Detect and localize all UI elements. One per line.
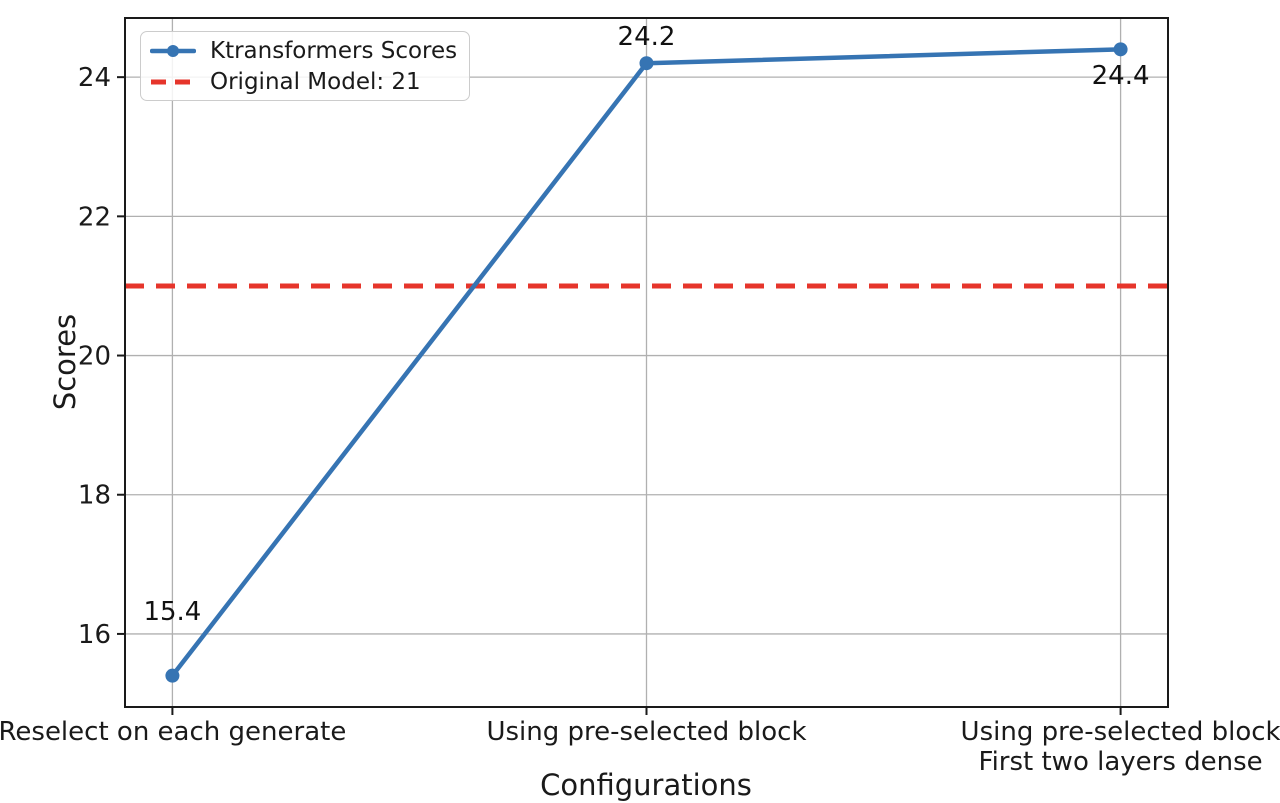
data-label: 15.4 [143,596,202,627]
legend: Ktransformers Scores Original Model: 21 [140,31,471,101]
y-tick-label: 24 [78,63,111,93]
x-tick-label: Using pre-selected block [486,717,806,747]
line-marker-icon [150,44,196,57]
data-point [165,668,180,683]
y-tick-label: 20 [78,342,111,372]
x-axis-label: Configurations [540,768,752,802]
data-point [639,56,654,71]
legend-item-series: Ktransformers Scores [150,36,457,65]
x-tick-label: Reselect on each generate [0,717,346,747]
data-point [1113,42,1128,57]
legend-item-reference: Original Model: 21 [150,67,457,96]
x-tick-label: Using pre-selected block First two layers… [961,717,1280,777]
dashed-line-icon [151,79,195,84]
legend-label-series: Ktransformers Scores [210,37,458,64]
data-label: 24.2 [617,22,676,53]
data-label: 24.4 [1091,61,1150,92]
y-axis-label: Scores [48,313,82,411]
y-tick-label: 16 [78,620,111,650]
y-tick-label: 22 [78,202,111,232]
y-tick-label: 18 [78,481,111,511]
legend-label-reference: Original Model: 21 [210,68,421,95]
